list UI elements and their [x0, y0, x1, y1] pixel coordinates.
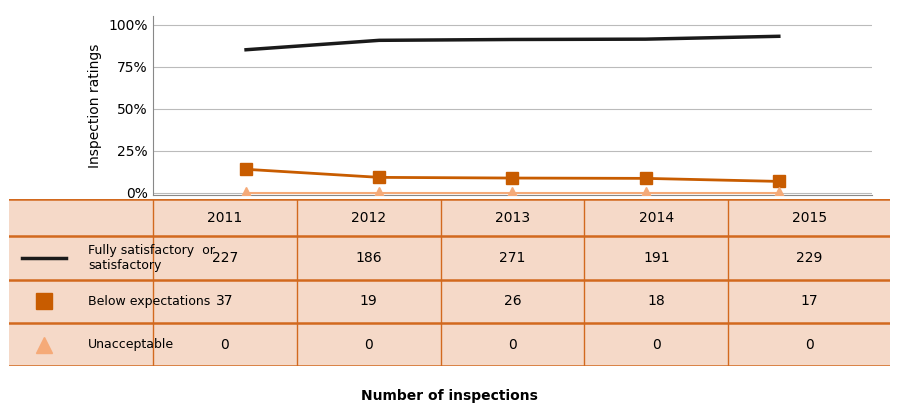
Text: 2014: 2014	[638, 211, 674, 225]
Bar	[9, 236, 890, 280]
Text: 186: 186	[355, 251, 382, 265]
Text: 0: 0	[220, 338, 229, 352]
Text: 2013: 2013	[494, 211, 530, 225]
Text: 2012: 2012	[351, 211, 387, 225]
Text: 26: 26	[503, 294, 521, 308]
Text: 191: 191	[643, 251, 670, 265]
Text: 17: 17	[800, 294, 818, 308]
Text: 271: 271	[499, 251, 526, 265]
Text: 227: 227	[211, 251, 238, 265]
Text: 0: 0	[652, 338, 661, 352]
Text: Unacceptable: Unacceptable	[88, 338, 174, 351]
Bar	[9, 323, 890, 366]
Bar	[9, 280, 890, 323]
Text: 19: 19	[360, 294, 378, 308]
Text: Below expectations: Below expectations	[88, 295, 210, 308]
Text: 0: 0	[364, 338, 373, 352]
Text: 229: 229	[796, 251, 823, 265]
Text: 2011: 2011	[207, 211, 243, 225]
Text: 2015: 2015	[791, 211, 827, 225]
Y-axis label: Inspection ratings: Inspection ratings	[87, 44, 102, 168]
Text: 0: 0	[805, 338, 814, 352]
Text: 37: 37	[216, 294, 234, 308]
Text: 18: 18	[647, 294, 665, 308]
Text: 0: 0	[508, 338, 517, 352]
Text: Number of inspections: Number of inspections	[361, 389, 538, 403]
Text: Fully satisfactory  or
satisfactory: Fully satisfactory or satisfactory	[88, 244, 215, 272]
Bar	[9, 199, 890, 236]
